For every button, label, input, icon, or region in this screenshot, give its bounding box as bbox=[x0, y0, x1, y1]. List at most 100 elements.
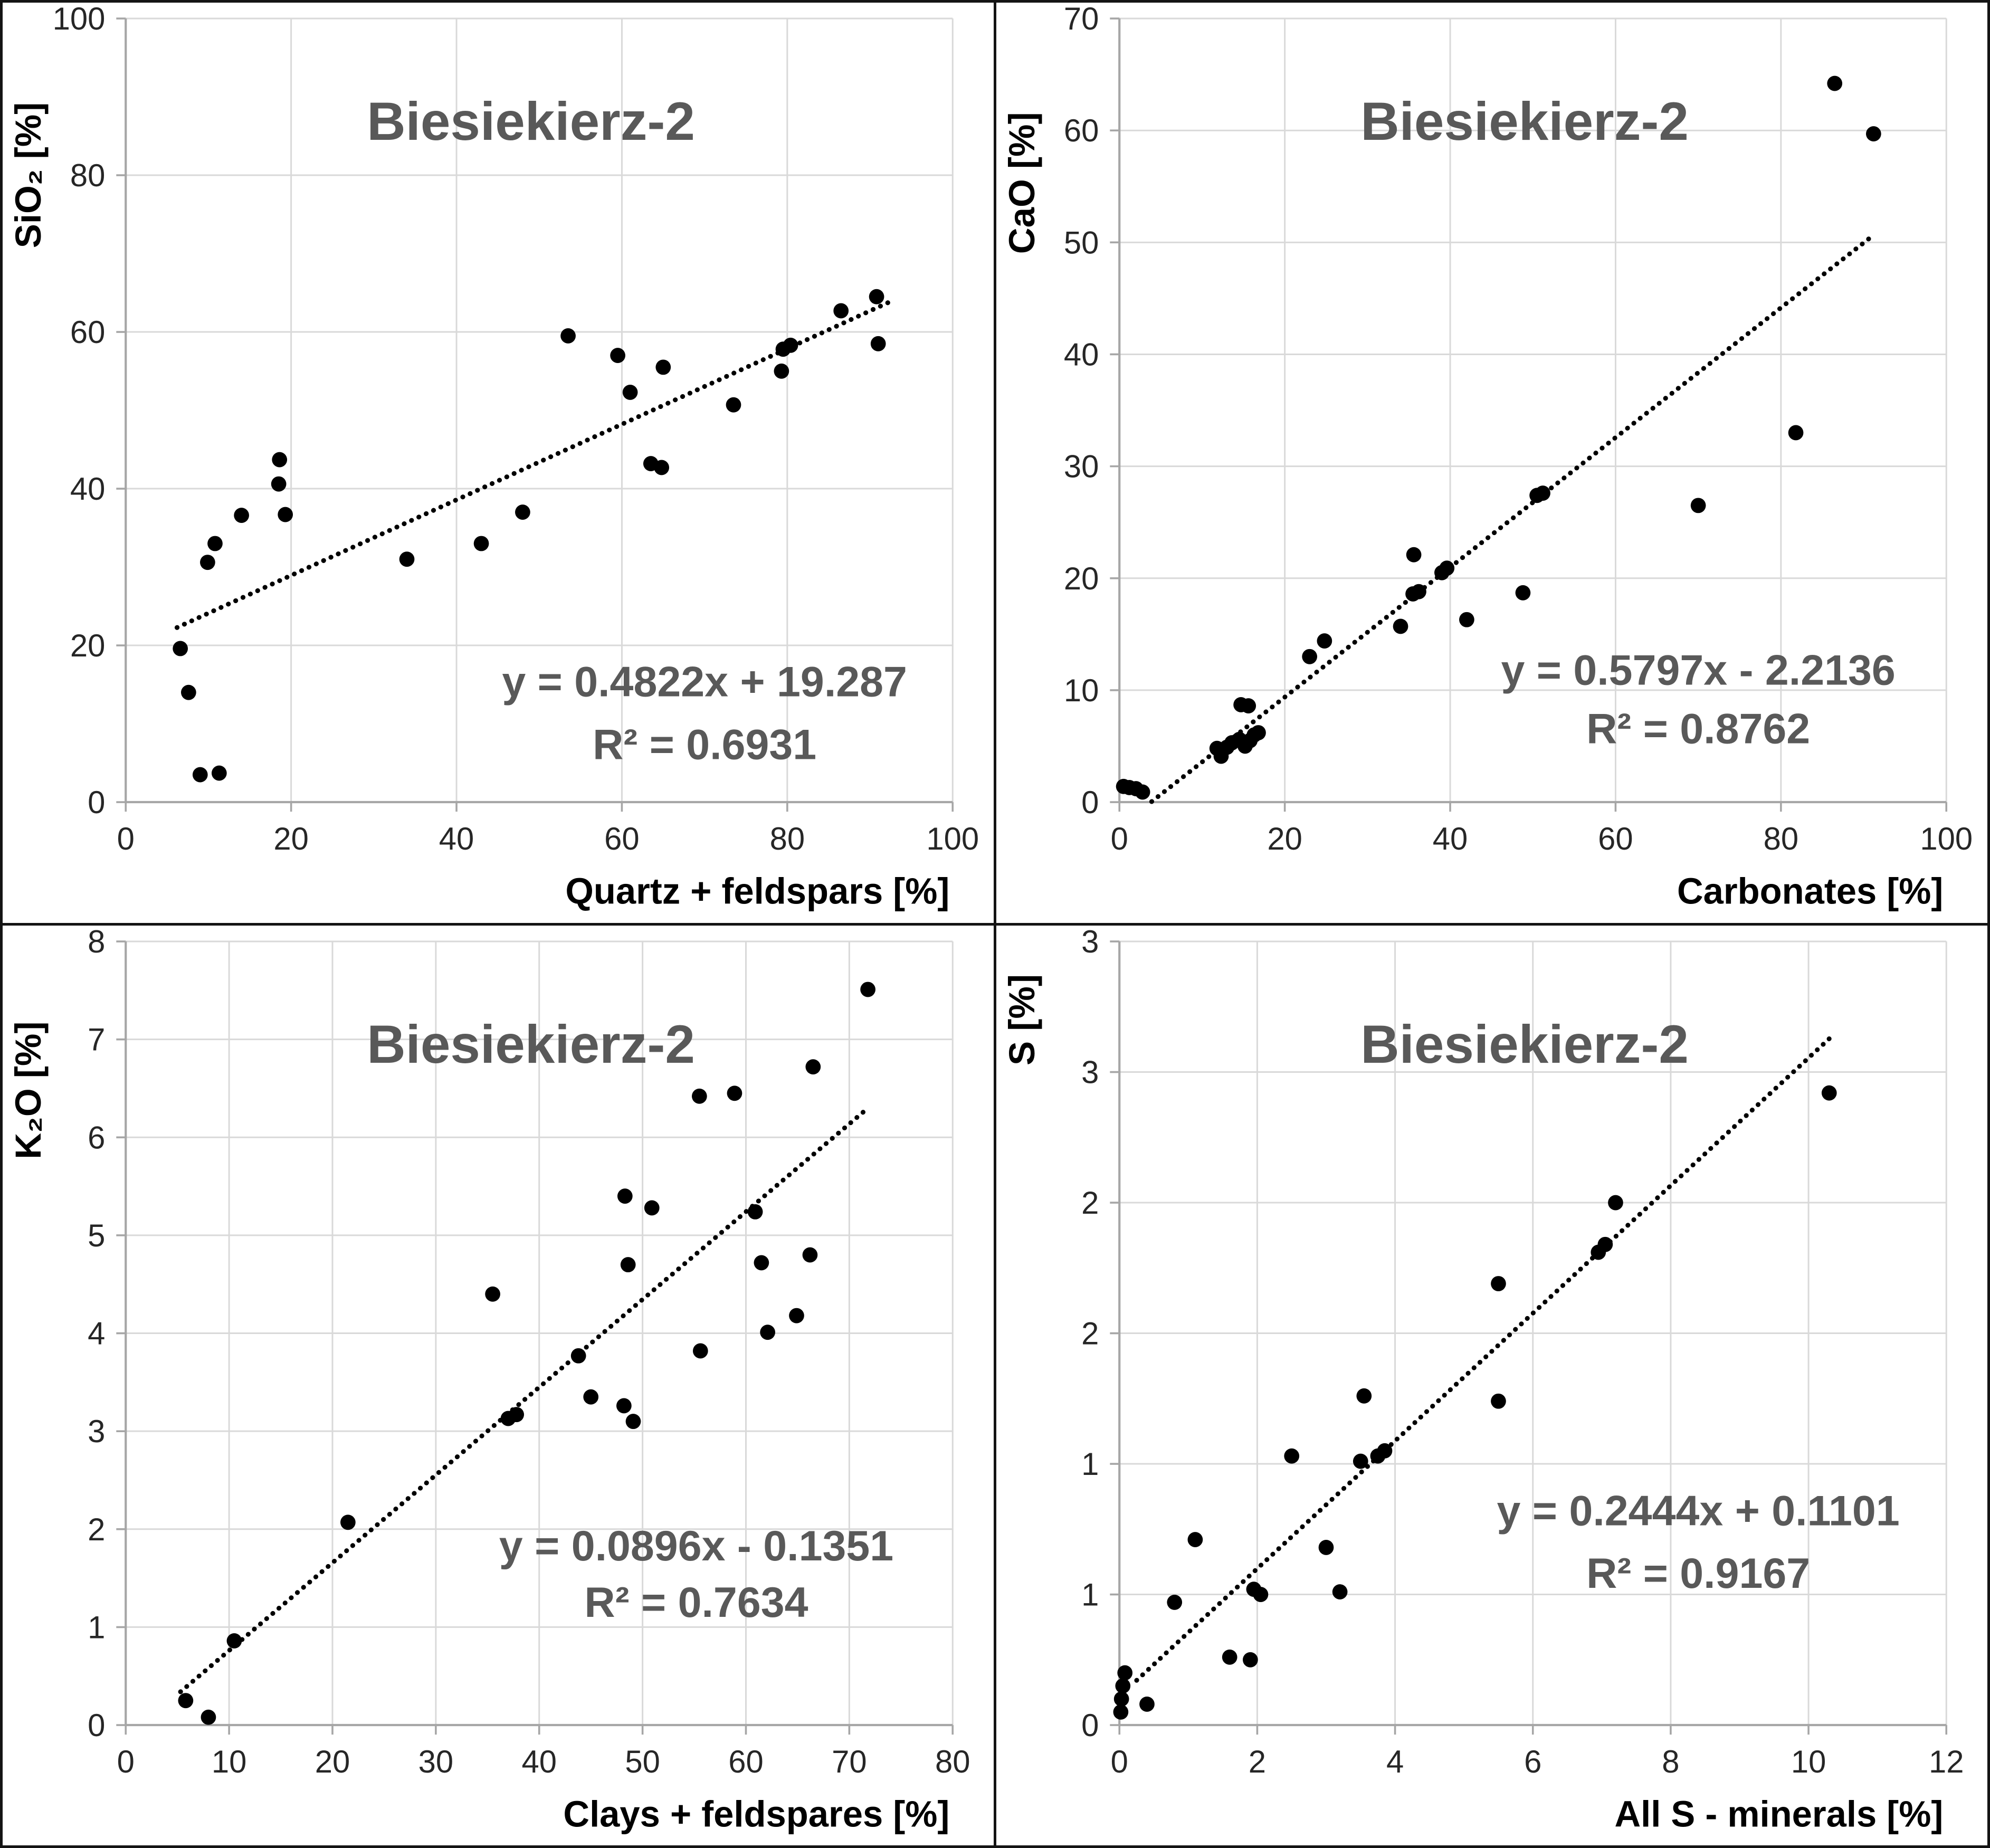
data-point bbox=[726, 397, 741, 413]
data-point bbox=[802, 1247, 818, 1262]
data-point bbox=[200, 555, 215, 570]
x-tick-label: 20 bbox=[273, 821, 309, 856]
chart-panel-sio2-quartz: 0 20 40 60 80 100 0 20 40 60 80 100 Biesiekierz-2 SiO… bbox=[3, 3, 994, 923]
y-tick-label: 0 bbox=[1081, 785, 1099, 820]
y-tick-label: 40 bbox=[70, 471, 106, 507]
chart-panel-cao-carbonates: 0 20 40 60 80 100 0 10 20 30 40 50 60 70 Biesiekierz-2… bbox=[996, 3, 1987, 923]
chart-title: Biesiekierz-2 bbox=[367, 91, 695, 151]
data-point bbox=[625, 1413, 641, 1429]
data-point bbox=[616, 1397, 632, 1413]
data-point bbox=[1411, 584, 1426, 599]
y-tick-label: 4 bbox=[88, 1316, 105, 1351]
data-point bbox=[692, 1088, 707, 1104]
data-point bbox=[1113, 1704, 1129, 1720]
trend-equation: y = 0.5797x - 2.2136 bbox=[1501, 646, 1895, 694]
x-tick-label: 60 bbox=[728, 1744, 764, 1779]
data-point bbox=[173, 641, 188, 656]
data-point bbox=[1690, 498, 1706, 513]
y-tick-label: 20 bbox=[1064, 561, 1099, 596]
chart-panel-s-minerals: 0 2 4 6 8 10 12 0 1 1 2 2 3 3 Biesiekierz-2 S [%] All S … bbox=[996, 925, 1987, 1845]
y-tick-label: 60 bbox=[70, 315, 106, 350]
x-tick-label: 20 bbox=[1267, 821, 1302, 856]
data-point bbox=[727, 1085, 742, 1101]
data-point bbox=[870, 336, 886, 351]
x-tick-label: 0 bbox=[117, 1744, 135, 1779]
data-point bbox=[234, 508, 249, 523]
data-point bbox=[278, 507, 293, 522]
data-point bbox=[1393, 618, 1408, 634]
data-point bbox=[178, 1692, 194, 1708]
y-tick-label: 20 bbox=[70, 628, 106, 663]
y-tick-label: 0 bbox=[88, 785, 105, 820]
data-point bbox=[1597, 1236, 1613, 1252]
x-tick-label: 40 bbox=[521, 1744, 557, 1779]
data-point bbox=[399, 551, 415, 567]
x-tick-label: 80 bbox=[770, 821, 805, 856]
chart-panel-k2o-clays: 0 10 20 30 40 50 60 70 80 0 1 2 3 4 5 6 7 8 Biesiekierz-2 K… bbox=[3, 925, 994, 1845]
x-tick-label: 12 bbox=[1929, 1744, 1964, 1779]
x-tick-label: 80 bbox=[1764, 821, 1799, 856]
data-point bbox=[1515, 585, 1531, 601]
y-tick-label: 50 bbox=[1064, 225, 1099, 260]
y-tick-label: 5 bbox=[88, 1217, 105, 1253]
data-point bbox=[1535, 485, 1550, 501]
trend-equation: y = 0.0896x - 0.1351 bbox=[499, 1522, 893, 1570]
data-point bbox=[1317, 633, 1332, 649]
data-point bbox=[1135, 784, 1150, 800]
x-tick-label: 10 bbox=[212, 1744, 247, 1779]
data-point bbox=[1318, 1539, 1334, 1555]
y-axis-label: S [%] bbox=[1002, 974, 1042, 1065]
data-point bbox=[1243, 1652, 1258, 1668]
y-tick-label: 2 bbox=[1081, 1185, 1099, 1220]
data-point bbox=[1608, 1195, 1623, 1210]
trend-r-squared: R² = 0.6931 bbox=[593, 721, 816, 768]
data-point bbox=[1139, 1696, 1155, 1712]
data-point bbox=[1439, 560, 1455, 576]
data-point bbox=[774, 363, 789, 379]
data-point bbox=[1356, 1388, 1372, 1404]
data-point bbox=[869, 289, 884, 304]
x-tick-label: 60 bbox=[1598, 821, 1633, 856]
trend-equation: y = 0.4822x + 19.287 bbox=[502, 658, 907, 706]
scatter-chart-k2o: 0 10 20 30 40 50 60 70 80 0 1 2 3 4 5 6 7 8 Biesiekierz-2 K… bbox=[8, 926, 970, 1834]
data-point bbox=[1353, 1453, 1368, 1469]
data-point bbox=[583, 1389, 599, 1405]
data-point bbox=[211, 765, 227, 781]
y-tick-label: 2 bbox=[1081, 1316, 1099, 1351]
data-point bbox=[1377, 1443, 1393, 1459]
scatter-chart-sio2: 0 20 40 60 80 100 0 20 40 60 80 100 Biesiekierz-2 SiO… bbox=[8, 3, 979, 911]
data-point bbox=[570, 1348, 586, 1364]
data-point bbox=[1821, 1085, 1837, 1101]
data-point bbox=[1284, 1448, 1300, 1464]
x-tick-label: 40 bbox=[439, 821, 474, 856]
data-point bbox=[783, 337, 798, 353]
y-tick-label: 80 bbox=[70, 158, 106, 193]
y-tick-label: 2 bbox=[88, 1511, 105, 1547]
y-tick-label: 60 bbox=[1064, 113, 1099, 148]
data-point bbox=[1827, 75, 1843, 91]
data-point bbox=[1113, 1691, 1129, 1707]
data-point bbox=[622, 384, 638, 400]
data-point bbox=[754, 1254, 769, 1270]
data-point bbox=[1241, 698, 1256, 714]
y-tick-label: 70 bbox=[1064, 3, 1099, 36]
x-tick-label: 10 bbox=[1791, 1744, 1826, 1779]
data-point bbox=[860, 982, 875, 997]
data-point bbox=[1117, 1665, 1133, 1680]
y-tick-label: 0 bbox=[1081, 1707, 1099, 1742]
y-tick-label: 1 bbox=[88, 1609, 105, 1645]
data-point bbox=[192, 767, 208, 783]
data-point bbox=[617, 1188, 633, 1204]
data-point bbox=[272, 452, 288, 468]
y-tick-label: 0 bbox=[88, 1707, 105, 1742]
x-tick-label: 40 bbox=[1433, 821, 1468, 856]
trendline bbox=[1149, 234, 1874, 804]
y-tick-label: 8 bbox=[88, 926, 105, 959]
data-point bbox=[1222, 1649, 1237, 1665]
data-point bbox=[1253, 1586, 1269, 1602]
y-tick-label: 6 bbox=[88, 1120, 105, 1155]
data-point bbox=[1865, 126, 1881, 141]
x-tick-label: 0 bbox=[117, 821, 135, 856]
y-tick-label: 1 bbox=[1081, 1577, 1099, 1612]
